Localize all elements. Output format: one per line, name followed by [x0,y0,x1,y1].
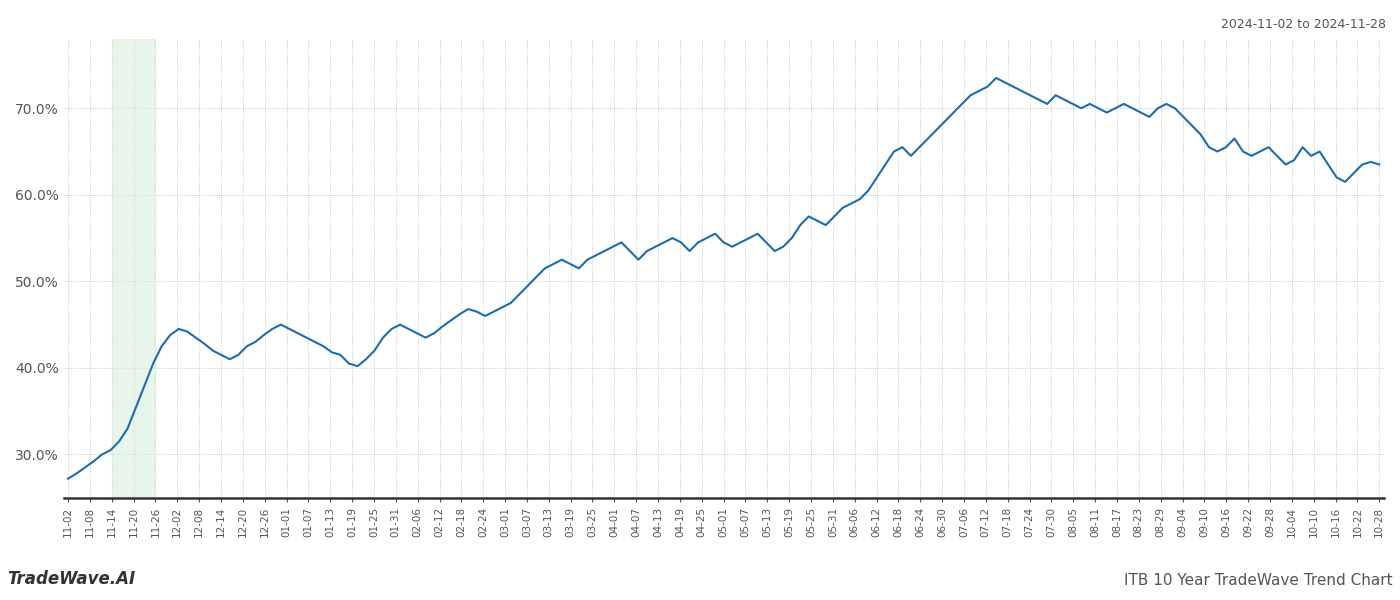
Bar [112,39,155,498]
Text: ITB 10 Year TradeWave Trend Chart: ITB 10 Year TradeWave Trend Chart [1124,573,1393,588]
Text: 2024-11-02 to 2024-11-28: 2024-11-02 to 2024-11-28 [1221,18,1386,31]
Text: TradeWave.AI: TradeWave.AI [7,570,136,588]
